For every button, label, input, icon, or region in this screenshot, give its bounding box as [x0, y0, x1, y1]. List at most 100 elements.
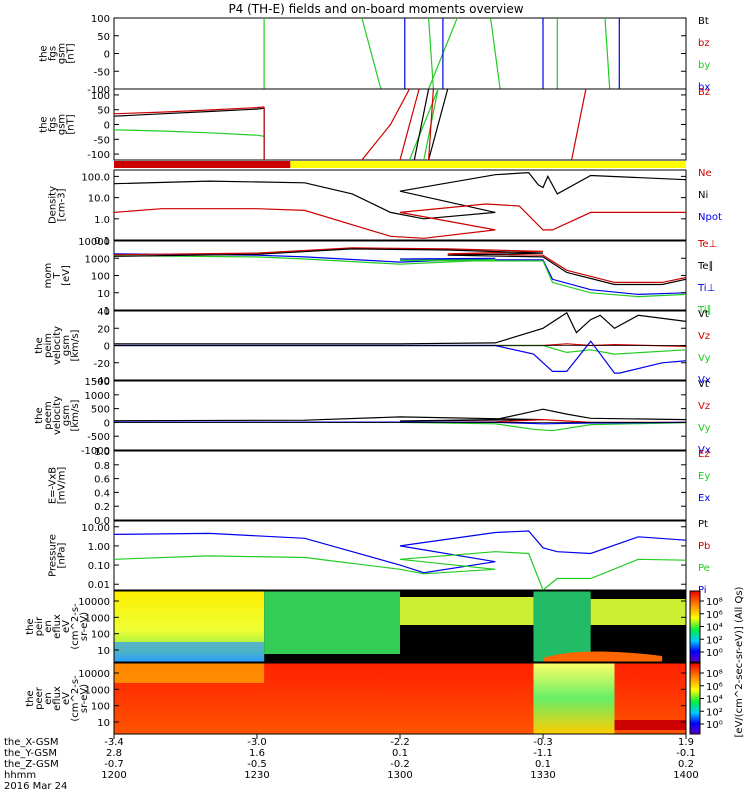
fgs-ytick-2: 0 — [104, 50, 110, 61]
xrow-1-value-1: 1.6 — [249, 748, 265, 759]
peem-velocity-ytick-0: 1500 — [85, 377, 110, 388]
peir-eflux-image — [114, 591, 686, 662]
peir-eflux-ylabel-3: eflux — [52, 614, 63, 639]
peem-velocity-ylabel-3: gsm — [61, 405, 72, 426]
density-series-0 — [114, 171, 686, 220]
fgs-series-1 — [361, 18, 382, 89]
fgs-series-group — [263, 18, 620, 89]
temperature-ytick-0: 10000 — [78, 237, 110, 248]
peem-velocity-frame — [113, 380, 687, 451]
efield-ylabel-0: E=-VxB — [48, 467, 59, 504]
peir-band — [400, 597, 534, 625]
peir-eflux-ylabel-0: the — [25, 618, 36, 634]
fgs-total-series-6 — [408, 89, 439, 160]
xrow-1-value-0: 2.8 — [106, 748, 122, 759]
peem-velocity-series-2 — [114, 421, 686, 432]
fgs-series-4 — [490, 18, 501, 89]
fgs-ytick-1: 50 — [97, 32, 110, 43]
panel-mode-bar — [114, 161, 686, 168]
xrow-0-value-0: -3.4 — [104, 737, 124, 748]
fgs-ylabel-3: [nT] — [66, 43, 77, 63]
fgs-ylabel-1: fgs — [48, 46, 59, 61]
spectrogram-group: 10000100010010thepeirenefluxeV(cm^2-s-sr… — [25, 590, 687, 735]
fgs-legend-1: bz — [698, 38, 710, 49]
pressure-legend-0: Pt — [698, 519, 708, 530]
peer-eflux-ylabel-2: en — [43, 692, 54, 705]
xrow-0-value-4: 1.9 — [678, 737, 694, 748]
peem-velocity-ylabel-0: the — [34, 407, 45, 423]
xrow-3-value-3: 1330 — [530, 770, 555, 781]
xrow-label-3: hhmm — [4, 770, 36, 781]
fgs-legend-3: bx — [698, 82, 710, 93]
temperature-ytick-4: 1 — [104, 306, 110, 317]
xrow-1-value-4: -0.1 — [676, 748, 696, 759]
pressure-ytick-2: 0.10 — [88, 561, 110, 572]
fgs-total-series-8 — [399, 89, 420, 160]
peim-velocity-series-0 — [114, 311, 686, 345]
fgs-total-series-9 — [413, 89, 430, 160]
xrow-3-value-0: 1200 — [101, 770, 126, 781]
fgs-total-series-7 — [428, 89, 449, 160]
peir-low-energy — [114, 642, 265, 662]
peim-velocity-ylabel-4: [km/s] — [70, 329, 81, 361]
temperature-frame — [113, 240, 687, 311]
efield-legend-2: Ex — [698, 493, 710, 504]
fgs-ylabel-0: the — [39, 45, 50, 61]
fgs-series-9 — [604, 18, 611, 89]
mode-segment-0 — [114, 161, 291, 168]
peim-velocity-ytick-4: -40 — [94, 376, 110, 387]
colorbar-lower-tick-2: 10⁴ — [706, 695, 723, 706]
peir-band-2 — [590, 599, 686, 625]
density-legend-2: Npot — [698, 212, 722, 223]
fgs-ytick-3: -50 — [94, 67, 110, 78]
peim-velocity-series-group — [114, 311, 686, 374]
peer-eflux-ylabel-0: the — [25, 690, 36, 706]
fgs-total-frame — [113, 88, 687, 161]
peer-eflux-ylabel-5: (cm^2-s- — [70, 675, 81, 722]
colorbar-upper — [689, 590, 701, 663]
peir-eflux-ytick-0: 10000 — [78, 597, 110, 608]
peem-velocity-ylabel-4: [km/s] — [70, 399, 81, 431]
peim-velocity-legend-0: Vt — [698, 309, 709, 320]
density-series-group — [114, 171, 686, 239]
pressure-ytick-3: 0.01 — [88, 580, 110, 591]
panel-group: 100500-50-100thefgsgsm[nT]Btbzbybx100500… — [34, 14, 722, 596]
fgs-total-ytick-3: -50 — [94, 135, 110, 146]
peim-velocity-ytick-3: -20 — [94, 359, 110, 370]
colorbar-lower-tick-1: 10⁶ — [706, 682, 723, 693]
fgs-ylabel-2: gsm — [57, 43, 68, 64]
panel-efield: 1.0 0.8 0.6 0.4 0.2 0.0 E=-VxB[mV/m] Ez Ey Ex — [48, 447, 711, 527]
peem-velocity-ytick-5: -1000 — [81, 446, 110, 457]
xrow-2-value-4: 0.2 — [678, 759, 694, 770]
efield-frame — [113, 450, 687, 521]
colorbar-label: [eV/(cm^2-sec-sr-eV)] (All Qs) — [734, 586, 745, 737]
colorbar-upper-tick-2: 10⁴ — [706, 623, 723, 634]
xrow-3-value-1: 1230 — [244, 770, 269, 781]
density-ytick-0: 100.0 — [81, 172, 110, 183]
fgs-total-ytick-2: 0 — [104, 121, 110, 132]
temperature-series-3 — [114, 248, 686, 286]
time-axis: the_X-GSM -3.4 -3.0 -2.2 -0.3 1.9 the_Y-GSM 2.8… — [4, 734, 699, 792]
peer-sheath — [533, 663, 615, 734]
fgs-total-ylabel-3: [nT] — [66, 114, 77, 134]
fgs-ytick-0: 100 — [91, 14, 110, 25]
peim-velocity-legend-3: Vx — [698, 375, 711, 386]
temperature-series-0 — [114, 253, 686, 296]
density-legend-1: Ni — [698, 190, 708, 201]
fgs-total-series-0 — [114, 106, 265, 115]
temperature-series-2 — [114, 247, 686, 283]
peer-high-band — [114, 663, 265, 683]
pressure-ylabel-1: [nPa] — [57, 542, 68, 568]
fgs-total-series-11 — [428, 89, 434, 160]
efield-ytick-5: 0.0 — [94, 516, 110, 527]
xrow-2-value-1: -0.5 — [247, 759, 267, 770]
xrow-0-value-2: -2.2 — [390, 737, 410, 748]
peir-heated — [543, 651, 663, 662]
xrow-1-value-2: 0.1 — [392, 748, 408, 759]
panel-pressure: 10.00 1.00 0.10 0.01 Pressure[nPa] Pt Pb Pe Pi — [48, 519, 711, 596]
xrow-0-value-3: -0.3 — [533, 737, 553, 748]
pressure-frame — [113, 520, 687, 591]
peim-velocity-ylabel-3: gsm — [61, 335, 72, 356]
xrow-0-value-1: -3.0 — [247, 737, 267, 748]
